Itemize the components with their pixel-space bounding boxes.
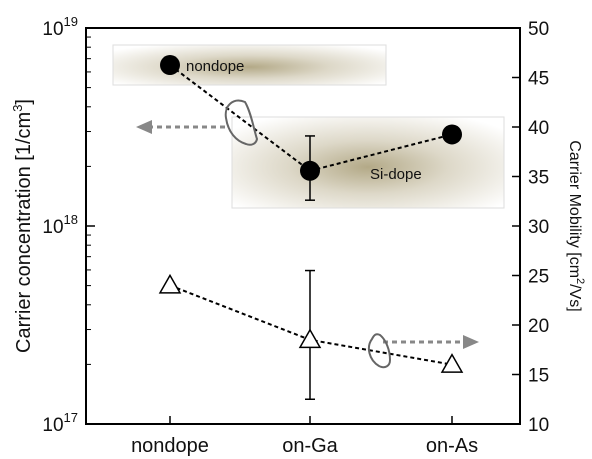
nondope-annotation-box [112, 44, 387, 86]
y-right-tick-label: 45 [528, 69, 549, 90]
y-right-axis-title: Carrier Mobility [cm2/Vs] [566, 140, 586, 311]
right-axis-pointer [367, 333, 479, 369]
data-point [158, 273, 182, 294]
y-right-tick-label: 25 [528, 267, 549, 288]
y-right-tick-label: 10 [528, 415, 549, 436]
series-layer [158, 55, 464, 400]
x-tick-label: on-Ga [282, 435, 338, 457]
x-tick-label: nondope [131, 435, 209, 457]
nondope-annotation-label: nondope [186, 58, 244, 75]
y-right-tick-label: 30 [528, 217, 549, 238]
data-point [440, 353, 464, 373]
y-right-tick-label: 40 [528, 118, 549, 139]
y-left-axis-title: Carrier concentration [1/cm3] [10, 99, 35, 353]
y-right-tick-label: 15 [528, 366, 549, 387]
y-left-tick-label: 1018 [42, 212, 78, 238]
sidope-annotation-label: Si-dope [370, 166, 422, 183]
left-axis-pointer [136, 99, 259, 146]
y-right-tick-label: 50 [528, 19, 549, 40]
right-pointer-ellipse [367, 333, 392, 369]
y-left-tick-label: 1019 [42, 14, 78, 40]
data-point [300, 160, 320, 181]
data-point [298, 328, 322, 349]
left-pointer-arrowhead [136, 120, 152, 134]
left-pointer-ellipse [224, 99, 259, 146]
x-tick-label: on-As [426, 435, 478, 457]
y-left-tick-label: 1017 [42, 410, 78, 436]
right-pointer-arrowhead [463, 335, 479, 349]
sidope-annotation-box [231, 116, 505, 209]
data-point [160, 55, 180, 76]
y-right-tick-label: 35 [528, 168, 549, 189]
series-line [169, 284, 453, 366]
ticks-layer: 1017 1018 1019 10 15 20 25 30 35 40 45 50 nondope on-… [42, 14, 549, 457]
data-point [442, 124, 462, 145]
y-right-tick-label: 20 [528, 316, 549, 337]
